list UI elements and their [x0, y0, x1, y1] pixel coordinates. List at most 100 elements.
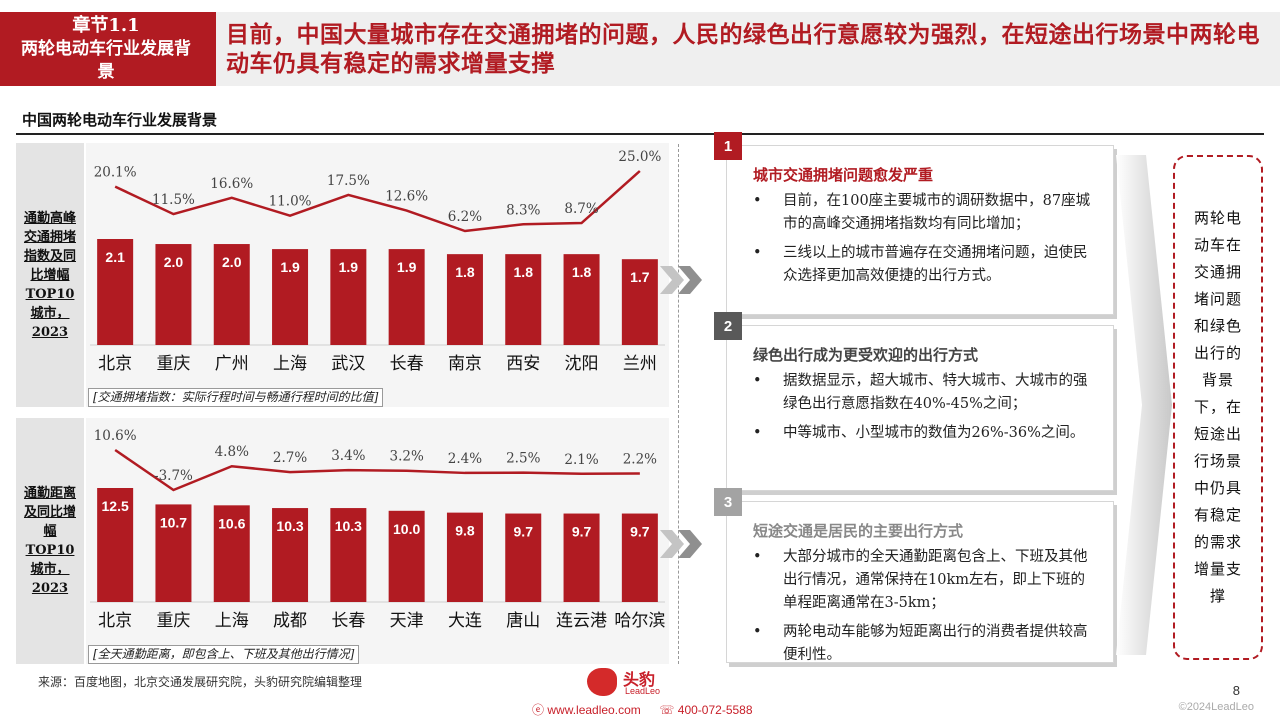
x-tick-label: 上海	[273, 354, 307, 374]
line-series	[114, 448, 640, 492]
bar-value-label: 2.0	[222, 254, 242, 270]
card-heading: 绿色出行成为更受欢迎的出行方式	[753, 346, 979, 364]
bar	[563, 254, 600, 345]
x-tick-label: 连云港	[556, 611, 607, 631]
bar	[330, 249, 367, 345]
line-value-label: 2.1%	[564, 452, 598, 468]
bar	[505, 254, 542, 345]
summary-box: 两轮电动车在交通拥堵问题和绿色出行的背景下，在短途出行场景中仍具有稳定的需求增量…	[1173, 155, 1263, 660]
chart1-side-label-box: 通勤高峰交通拥堵指数及同比增幅TOP10城市，2023	[16, 143, 84, 407]
line-value-label: 3.4%	[331, 448, 365, 464]
line-value-label: 25.0%	[618, 149, 661, 165]
chevron-right-icon	[660, 530, 702, 558]
bar	[155, 244, 192, 345]
chart2-svg: 12.5 北京 10.7 重庆 10.6 上海 10.3 成都 10.3 长春 10.0 天津 9.8 大…	[90, 428, 665, 631]
section-divider	[16, 133, 1264, 135]
x-tick-label: 哈尔滨	[614, 611, 665, 631]
card-bullet: 大部分城市的全天通勤距离包含上、下班及其他出行情况，通常保持在10km左右，即上…	[751, 546, 1099, 615]
x-tick-label: 南京	[448, 354, 482, 374]
bar	[621, 259, 658, 345]
line-value-label: 11.0%	[269, 194, 312, 210]
line-value-label: 12.6%	[385, 189, 428, 205]
x-tick-label: 西安	[506, 354, 540, 374]
x-tick-label: 长春	[331, 611, 365, 631]
leopard-logo-icon	[587, 668, 617, 696]
info-card-1: 1 城市交通拥堵问题愈发严重 目前，在100座主要城市的调研数据中，87座城市的…	[714, 132, 1114, 315]
card-bullet: 三线以上的城市普遍存在交通拥堵问题，迫使民众选择更加高效便捷的出行方式。	[751, 242, 1099, 288]
bar	[446, 254, 483, 345]
chart2-note: [全天通勤距离，即包含上、下班及其他出行情况]	[88, 645, 360, 664]
line-value-label: 17.5%	[327, 173, 370, 189]
card-number-badge: 3	[714, 488, 742, 516]
card-number-badge: 2	[714, 312, 742, 340]
x-tick-label: 重庆	[156, 611, 190, 631]
x-tick-label: 唐山	[506, 610, 540, 631]
website-link[interactable]: www.leadleo.com	[547, 703, 641, 717]
line-value-label: 2.4%	[448, 451, 482, 467]
bar	[272, 249, 309, 345]
bar-value-label: 10.7	[160, 514, 187, 530]
card-bullet: 据数据显示，超大城市、特大城市、大城市的强绿色出行意愿指数在40%-45%之间；	[751, 370, 1099, 416]
x-tick-label: 沈阳	[565, 354, 599, 374]
title-box: 目前，中国大量城市存在交通拥堵的问题，人民的绿色出行意愿较为强烈，在短途出行场景…	[212, 12, 1280, 86]
bar	[330, 508, 367, 602]
x-tick-label: 长春	[390, 354, 424, 374]
info-card-2: 2 绿色出行成为更受欢迎的出行方式 据数据显示，超大城市、特大城市、大城市的强绿…	[714, 312, 1114, 491]
line-value-label: 11.5%	[152, 192, 195, 208]
phone-icon: ☏	[659, 703, 675, 717]
section-title: 中国两轮电动车行业发展背景	[22, 111, 218, 129]
bar	[97, 488, 134, 602]
chart1-svg: 2.1 北京 2.0 重庆 2.0 广州 1.9 上海 1.9 武汉 1.9 长春 1.8 南京 1.8 西安…	[90, 149, 665, 374]
line-value-label: 2.7%	[273, 450, 307, 466]
bar	[563, 513, 600, 602]
chapter-box: 章节1.1 两轮电动车行业发展背景	[0, 12, 212, 86]
line-series	[114, 170, 641, 233]
bar	[272, 508, 309, 602]
leadleo-logo: 头豹 LeadLeo	[587, 666, 677, 700]
copyright: ©2024LeadLeo	[1178, 701, 1254, 713]
card-bullet: 两轮电动车能够为短距离出行的消费者提供较高便利性。	[751, 621, 1099, 667]
line-value-label: 8.7%	[564, 201, 598, 217]
bar	[155, 504, 192, 602]
x-tick-label: 武汉	[331, 354, 365, 374]
line-value-label: 6.2%	[448, 209, 482, 225]
line-value-label: -3.7%	[154, 468, 193, 484]
web-icon: ⓔ	[532, 703, 545, 717]
bar-value-label: 1.7	[630, 269, 650, 285]
x-tick-label: 天津	[390, 611, 424, 631]
line-value-label: 2.5%	[506, 451, 540, 467]
chapter-name: 两轮电动车行业发展背景	[21, 39, 191, 82]
x-tick-label: 广州	[215, 354, 249, 374]
bar	[213, 244, 250, 345]
chart1-note: [交通拥堵指数：实际行程时间与畅通行程时间的比值]	[88, 388, 384, 407]
bar-value-label: 1.8	[572, 264, 592, 280]
bar-value-label: 10.0	[393, 521, 420, 537]
footer-links: ⓔ www.leadleo.com ☏ 400-072-5588	[532, 701, 753, 718]
bar	[505, 513, 542, 602]
phone-number: 400-072-5588	[677, 703, 753, 717]
bar-value-label: 1.9	[397, 259, 417, 275]
card-bullets: 据数据显示，超大城市、特大城市、大城市的强绿色出行意愿指数在40%-45%之间；…	[751, 370, 1099, 451]
bar-value-label: 2.1	[105, 249, 125, 265]
bar-value-label: 1.9	[280, 259, 300, 275]
logo-subname: LeadLeo	[625, 686, 661, 696]
chart1-area: 2.1 北京 2.0 重庆 2.0 广州 1.9 上海 1.9 武汉 1.9 长春 1.8 南京 1.8 西安…	[86, 143, 669, 407]
x-tick-label: 重庆	[156, 354, 190, 374]
bar	[213, 505, 250, 602]
bar-value-label: 1.8	[514, 264, 534, 280]
bar	[446, 512, 483, 602]
line-value-label: 20.1%	[94, 165, 137, 181]
bar	[97, 239, 134, 345]
vertical-divider	[678, 144, 679, 664]
card-heading: 城市交通拥堵问题愈发严重	[753, 166, 934, 184]
line-value-label: 10.6%	[94, 428, 137, 444]
line-value-label: 2.2%	[623, 451, 657, 467]
summary-text: 两轮电动车在交通拥堵问题和绿色出行的背景下，在短途出行场景中仍具有稳定的需求增量…	[1193, 209, 1242, 605]
bar-value-label: 10.3	[276, 518, 303, 534]
line-value-label: 8.3%	[506, 202, 540, 218]
bar-value-label: 2.0	[164, 254, 184, 270]
bar-value-label: 10.3	[335, 518, 362, 534]
chart1-side-label: 通勤高峰交通拥堵指数及同比增幅TOP10城市，2023	[23, 210, 76, 340]
bar-value-label: 12.5	[102, 498, 129, 514]
x-tick-label: 上海	[215, 611, 249, 631]
